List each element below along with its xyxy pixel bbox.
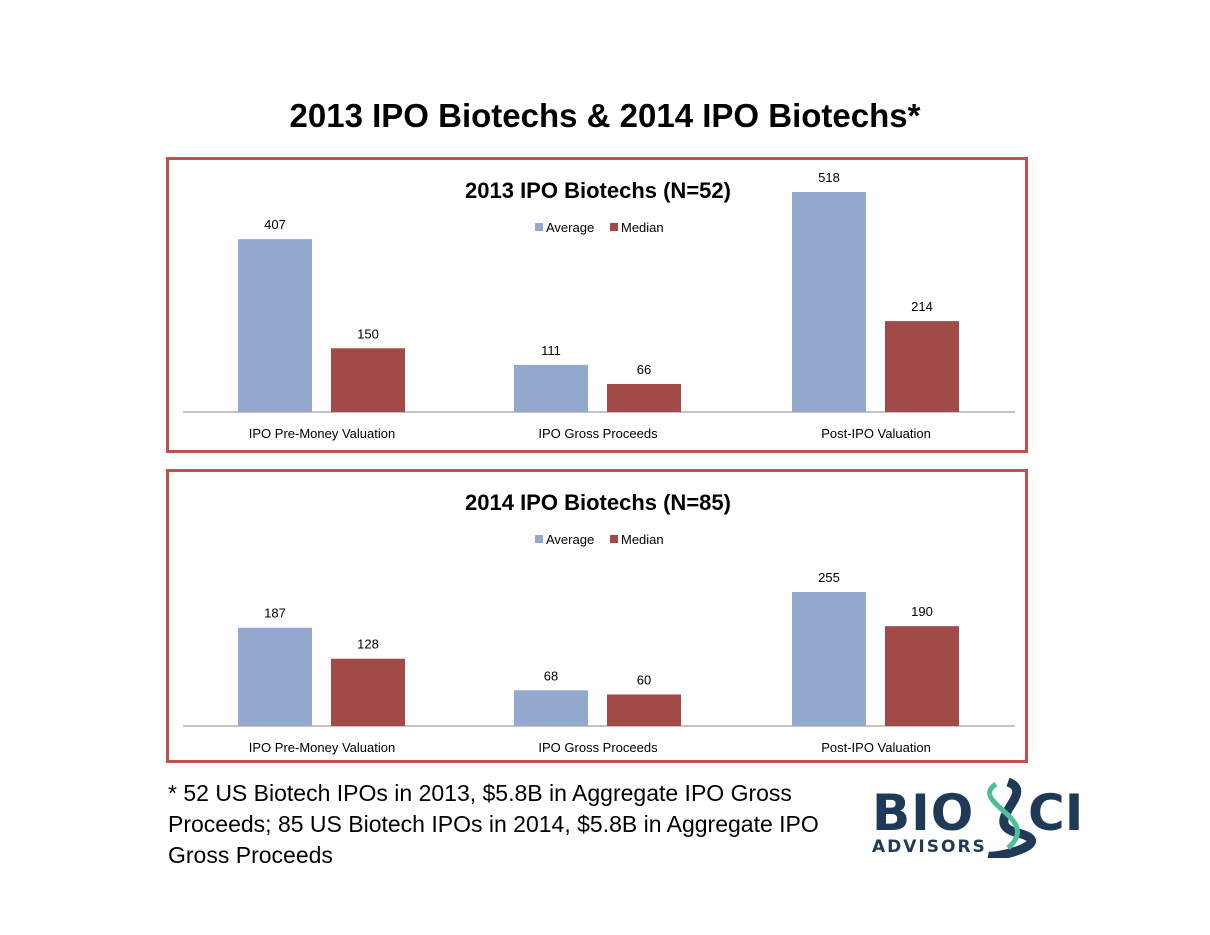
data-label: 111	[541, 343, 561, 358]
x-tick-label: Post-IPO Valuation	[821, 740, 931, 755]
chart-panel-2014	[166, 469, 1028, 763]
legend-label-average: Average	[546, 220, 594, 235]
x-tick-label: IPO Gross Proceeds	[538, 740, 658, 755]
svg-text:CI: CI	[1028, 784, 1083, 842]
x-tick-label: IPO Pre-Money Valuation	[249, 740, 395, 755]
x-tick-label: IPO Pre-Money Valuation	[249, 426, 395, 441]
bar-average	[792, 592, 866, 726]
chart-title: 2014 IPO Biotechs (N=85)	[465, 490, 731, 515]
svg-text:ADVISORS: ADVISORS	[872, 837, 987, 857]
x-tick-label: IPO Gross Proceeds	[538, 426, 658, 441]
slide-title: 2013 IPO Biotechs & 2014 IPO Biotechs*	[289, 97, 921, 134]
data-label: 150	[357, 326, 379, 341]
legend-swatch-average	[535, 223, 543, 231]
bar-average	[238, 627, 312, 726]
data-label: 214	[911, 299, 933, 314]
data-label: 68	[544, 668, 558, 683]
bar-average	[792, 192, 866, 412]
footnote: * 52 US Biotech IPOs in 2013, $5.8B in A…	[168, 780, 819, 868]
svg-text:BIO: BIO	[872, 784, 974, 842]
data-label: 187	[264, 606, 286, 621]
bar-average	[238, 239, 312, 412]
data-label: 190	[911, 604, 933, 619]
legend-label-median: Median	[621, 532, 664, 547]
bar-median	[331, 658, 405, 726]
legend-label-median: Median	[621, 220, 664, 235]
chart-panel-2013	[166, 157, 1028, 453]
bar-median	[607, 694, 681, 726]
legend-swatch-median	[610, 223, 618, 231]
legend-label-average: Average	[546, 532, 594, 547]
bar-median	[885, 321, 959, 412]
legend-swatch-median	[610, 535, 618, 543]
x-tick-label: Post-IPO Valuation	[821, 426, 931, 441]
legend-swatch-average	[535, 535, 543, 543]
bar-median	[607, 383, 681, 412]
bar-average	[514, 690, 588, 726]
bar-average	[514, 364, 588, 412]
data-label: 128	[357, 637, 379, 652]
data-label: 407	[264, 217, 286, 232]
chart-title: 2013 IPO Biotechs (N=52)	[465, 178, 731, 203]
data-label: 255	[818, 570, 840, 585]
data-label: 60	[637, 672, 651, 687]
bar-median	[331, 348, 405, 412]
data-label: 66	[637, 362, 651, 377]
data-label: 518	[818, 170, 840, 185]
bar-median	[885, 626, 959, 726]
biosci-advisors-logo: BIO CI ADVISORS	[872, 778, 1083, 858]
